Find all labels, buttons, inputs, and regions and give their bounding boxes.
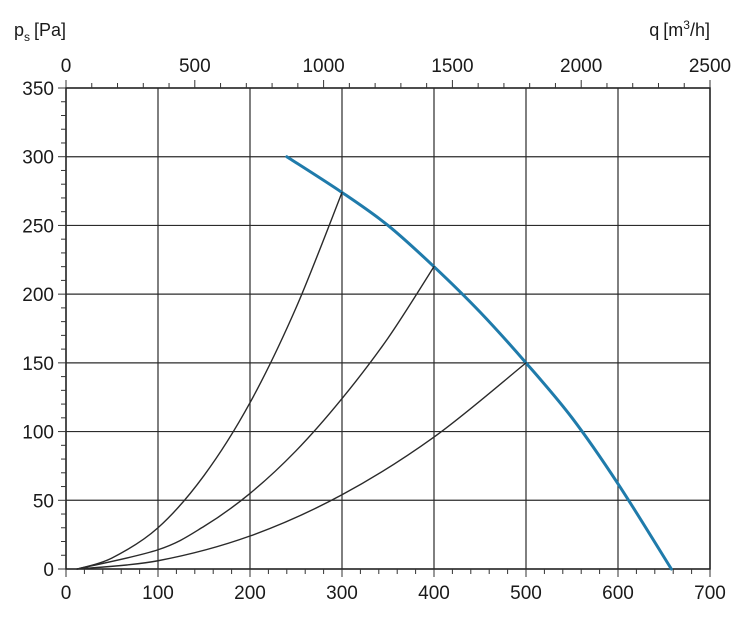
- y-tick-label: 0: [43, 560, 54, 581]
- y-tick-label: 150: [22, 354, 54, 375]
- x2-axis-title: q [m3/h]: [649, 18, 710, 40]
- x-tick-label: 400: [418, 583, 450, 604]
- y-tick-label: 300: [22, 148, 54, 169]
- y-tick-label: 350: [22, 79, 54, 100]
- plot-frame: [65, 87, 711, 570]
- system-curve-series: [76, 265, 435, 570]
- minor-ticks: [58, 80, 711, 577]
- x-tick-labels: 0 100 200 300 400 500 600 700: [61, 583, 726, 604]
- x-tick-label: 500: [510, 583, 542, 604]
- x2-tick-label: 0: [61, 56, 72, 77]
- system-curve-series: [76, 191, 343, 570]
- x2-tick-label: 500: [179, 56, 211, 77]
- x2-tick-label: 1500: [431, 56, 473, 77]
- x-tick-label: 600: [602, 583, 634, 604]
- y-tick-labels: 0 50 100 150 200 250 300 350: [22, 79, 54, 581]
- system-curve-series: [76, 362, 527, 570]
- grid: [66, 88, 710, 569]
- x-tick-label: 300: [326, 583, 358, 604]
- fan-curve-series: [285, 155, 673, 571]
- y-tick-label: 50: [33, 491, 54, 512]
- x-tick-label: 100: [142, 583, 174, 604]
- y-tick-label: 100: [22, 423, 54, 444]
- x2-tick-label: 2500: [689, 56, 731, 77]
- series-group: [76, 155, 673, 571]
- y-tick-label: 250: [22, 216, 54, 237]
- x2-tick-label: 2000: [560, 56, 602, 77]
- y-axis-title: ps [Pa]: [14, 20, 66, 44]
- x-tick-label: 200: [234, 583, 266, 604]
- x-tick-label: 700: [694, 583, 726, 604]
- x2-tick-label: 1000: [302, 56, 344, 77]
- plot-area: [65, 87, 711, 570]
- y-tick-label: 200: [22, 285, 54, 306]
- x2-tick-labels: 0 500 1000 1500 2000 2500: [61, 56, 731, 77]
- x-tick-label: 0: [61, 583, 72, 604]
